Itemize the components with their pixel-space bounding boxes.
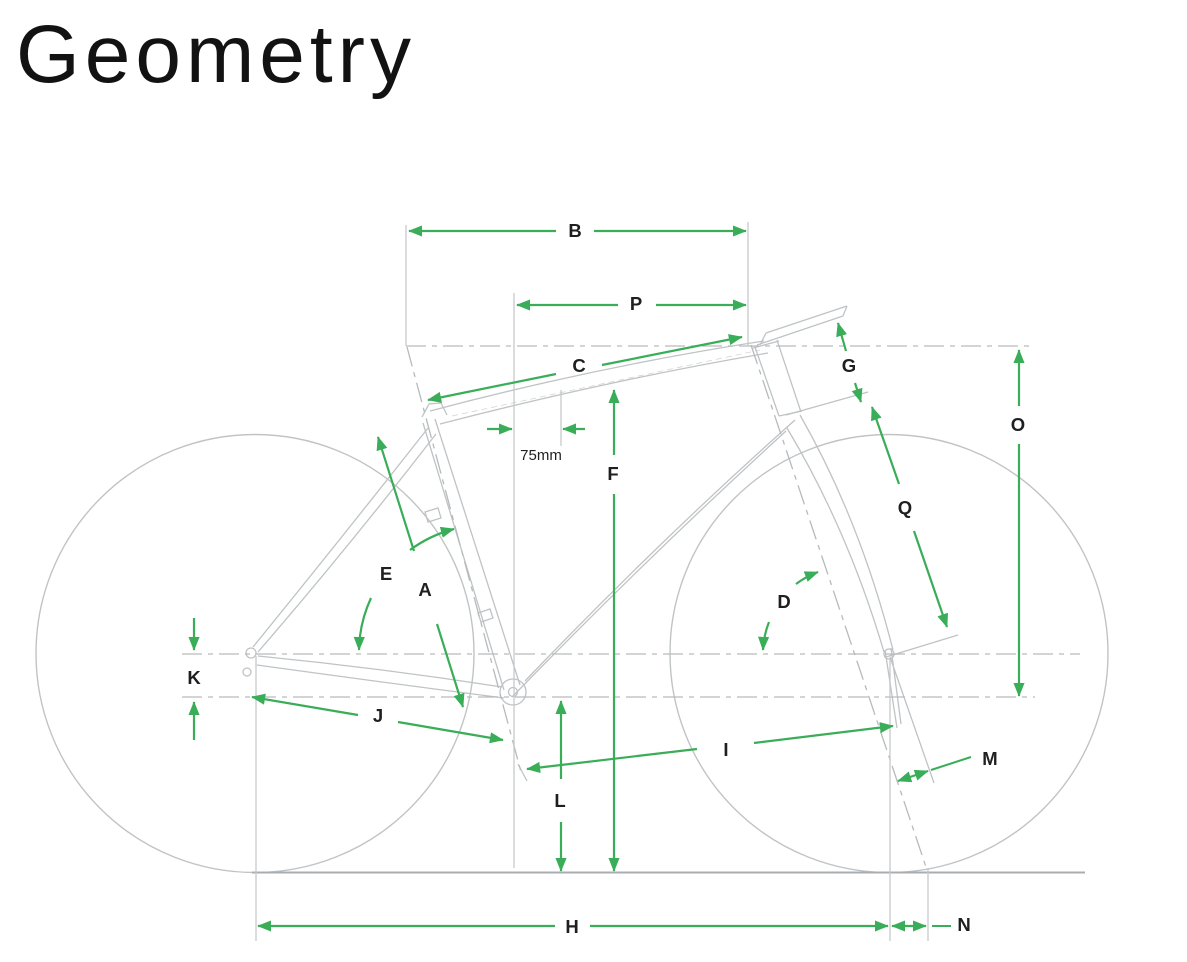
dimension-D: D <box>758 570 819 651</box>
dim-label-J: J <box>373 705 383 726</box>
dim-label-E: E <box>380 563 392 584</box>
dim-label-P: P <box>630 293 642 314</box>
dim-label-K: K <box>187 667 201 688</box>
dimension-75mm: 75mm <box>487 423 585 464</box>
reference-lines <box>182 222 1080 941</box>
rear-dropout <box>245 647 257 659</box>
dimension-J: J <box>252 697 503 740</box>
dimension-E: E <box>353 526 455 651</box>
seatstays <box>252 427 437 653</box>
chainstays <box>256 655 505 699</box>
bottle-boss-upper <box>424 507 442 523</box>
fork <box>786 414 894 653</box>
dim-label-H: H <box>565 916 578 937</box>
dimension-F: F <box>607 390 618 871</box>
fork-blade-lines <box>884 647 935 784</box>
dim-label-G: G <box>842 355 856 376</box>
dimension-I: I <box>527 726 893 769</box>
dim-arrow-Q <box>872 407 947 627</box>
derailleur-hanger <box>242 667 252 677</box>
stem-lines <box>756 305 848 346</box>
steering-axis-refline <box>750 344 929 874</box>
dim-label-O: O <box>1011 414 1025 435</box>
bottle-boss-lower <box>477 608 494 623</box>
top-tube-cable-line <box>451 349 761 417</box>
dim-label-C: C <box>572 355 585 376</box>
dim-label-A: A <box>418 579 431 600</box>
dim-label-N: N <box>957 914 970 935</box>
dim-arrow-C <box>428 337 742 400</box>
dimension-N: N <box>891 914 971 935</box>
dimension-P: P <box>517 293 746 314</box>
dim-label-Q: Q <box>898 497 912 518</box>
dim-arc-D-upper <box>795 570 819 585</box>
head-tube <box>752 339 803 417</box>
dimension-O: O <box>1011 350 1025 696</box>
dim-leader-M <box>930 756 972 771</box>
dimension-G: G <box>838 323 861 402</box>
dimension-L: L <box>554 701 565 871</box>
dimension-K: K <box>187 618 201 740</box>
dim-arc-E-upper <box>409 526 455 551</box>
dim-label-B: B <box>568 220 581 241</box>
down-tube <box>511 419 796 698</box>
dim-arrow-J <box>252 697 503 740</box>
top-tube <box>429 340 769 425</box>
dim-label-I: I <box>723 739 728 760</box>
bike-drawing <box>35 305 1109 874</box>
dim-label-F: F <box>607 463 618 484</box>
dim-arrow-I <box>527 726 893 769</box>
bottom-bracket-outer <box>499 678 527 706</box>
dim-label-M: M <box>982 748 997 769</box>
page-title: Geometry <box>16 9 416 100</box>
dimension-C: C <box>428 337 742 400</box>
dimension-M: M <box>897 748 998 783</box>
dim-arc-E-lower <box>353 597 372 651</box>
dim-label-75mm: 75mm <box>520 447 562 464</box>
dim-arc-D-lower <box>758 621 771 651</box>
dim-label-L: L <box>554 790 565 811</box>
dimension-H: H <box>258 916 888 937</box>
dim-arrow-M <box>897 769 929 783</box>
dimension-B: B <box>409 220 746 241</box>
dimension-Q: Q <box>872 407 947 627</box>
dim-label-D: D <box>777 591 790 612</box>
